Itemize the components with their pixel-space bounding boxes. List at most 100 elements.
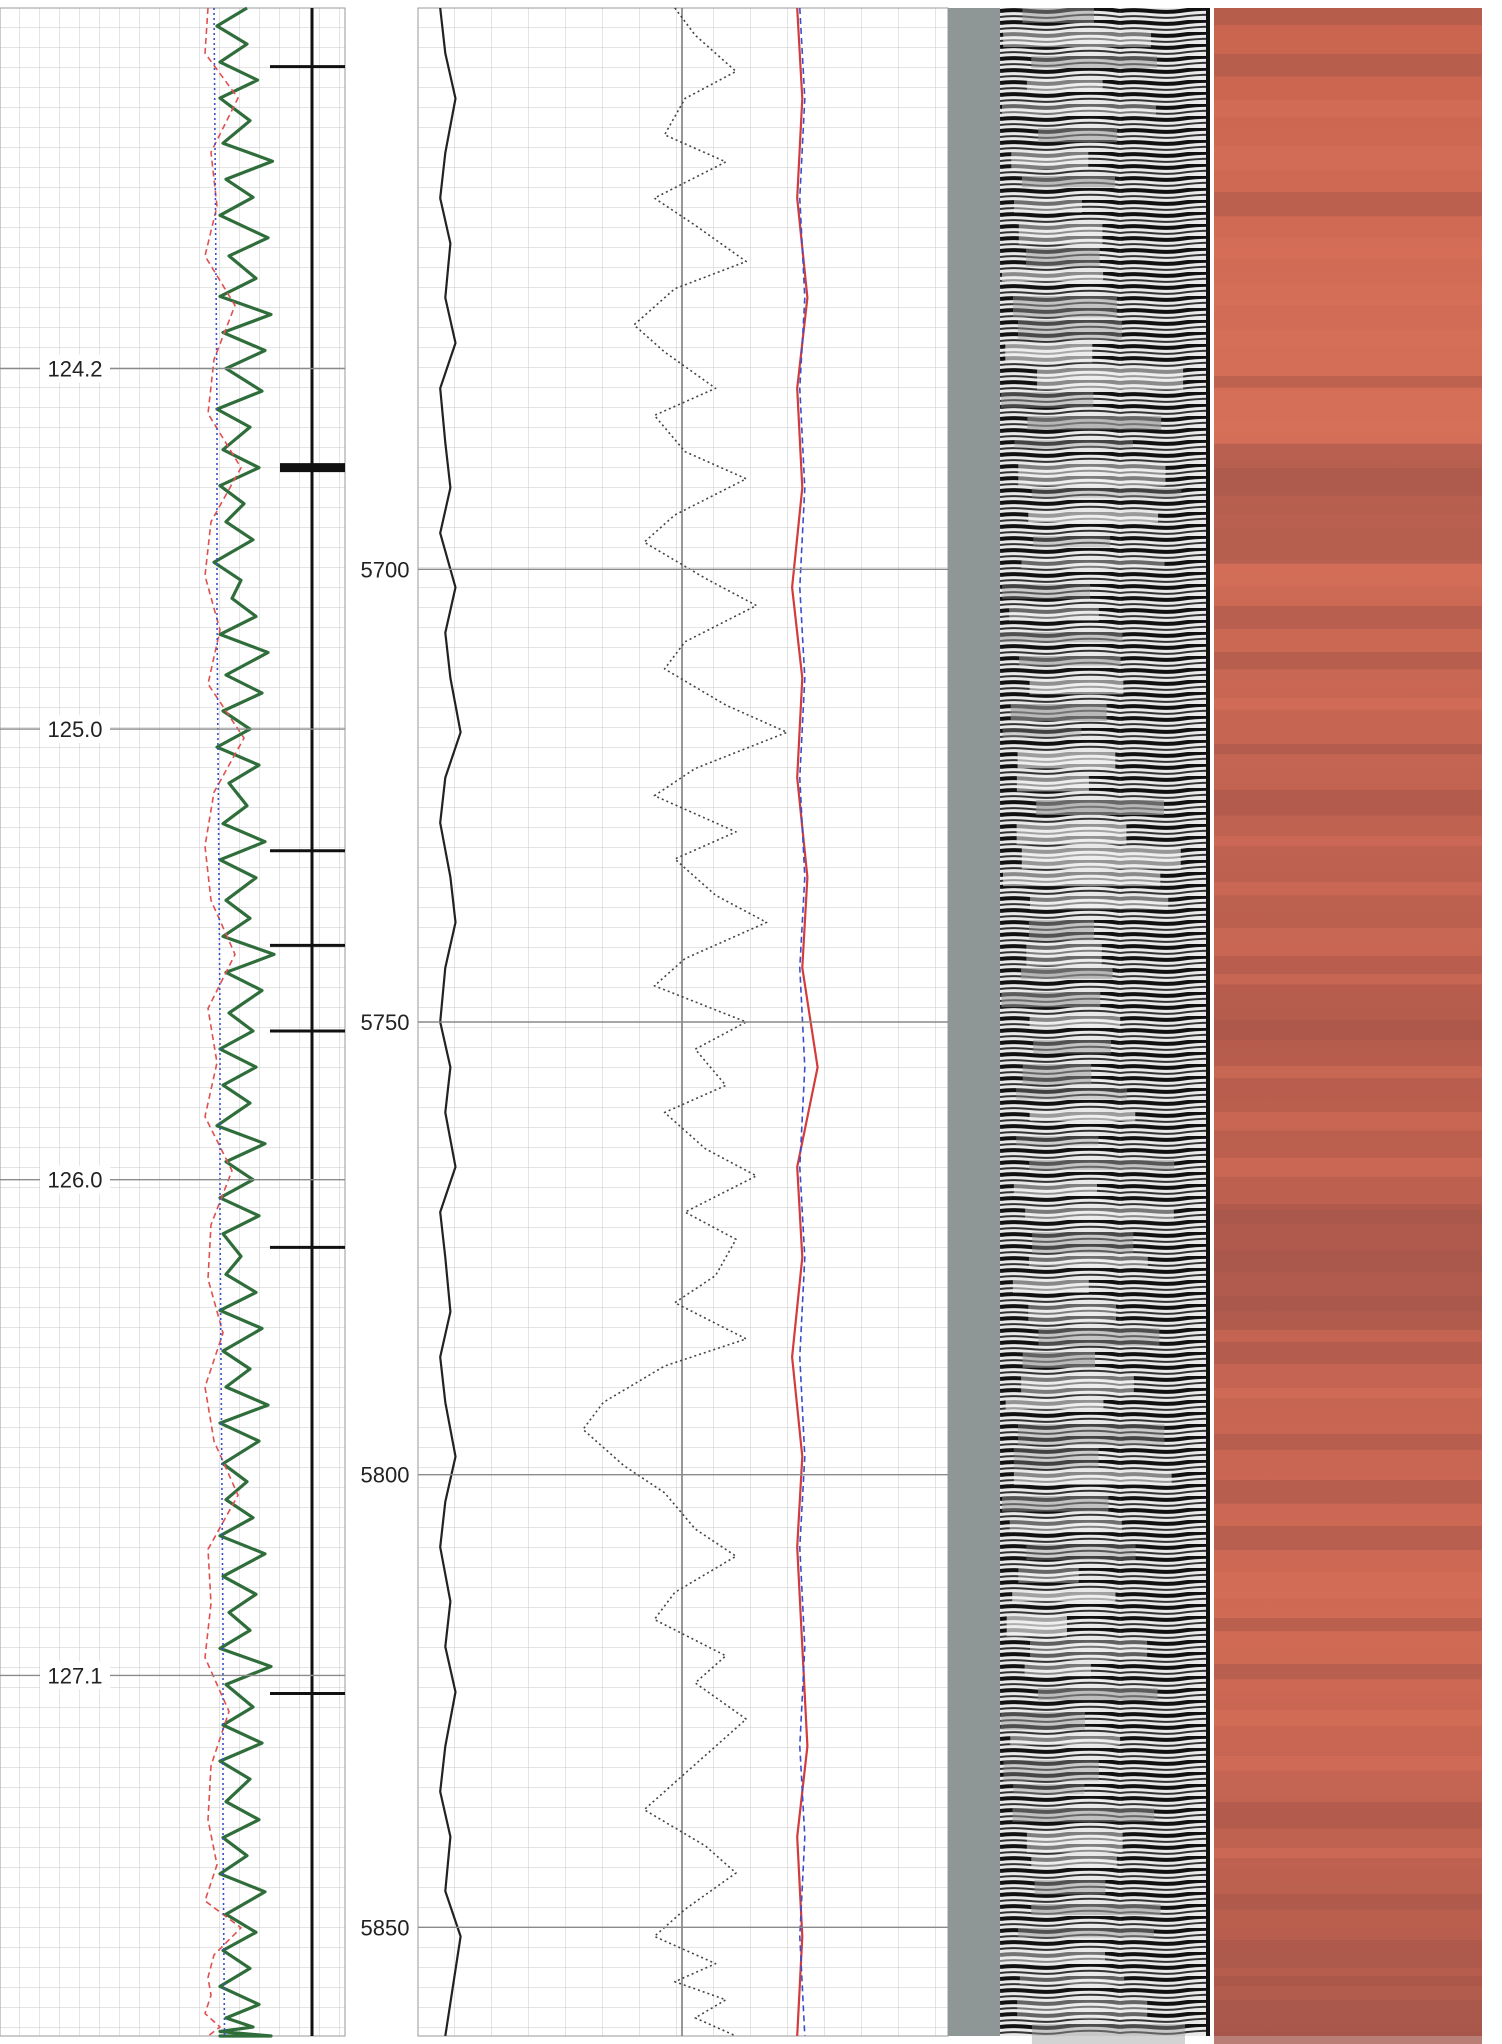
core-color-stripe xyxy=(1214,1572,1482,1599)
depth-track-tick-label-bg xyxy=(356,555,414,584)
time-track-frame xyxy=(0,7,346,2037)
acoustic-texture-patch xyxy=(1014,440,1133,449)
acoustic-texture-patch xyxy=(1016,1088,1128,1100)
acoustic-texture-patch xyxy=(1037,1688,1158,1701)
acoustic-texture-patch xyxy=(1016,1136,1099,1146)
acoustic-texture-patch xyxy=(1021,1376,1134,1395)
acoustic-texture-patch xyxy=(1010,704,1107,721)
acoustic-texture-patch xyxy=(1022,1064,1092,1085)
acoustic-texture-patch xyxy=(1018,464,1166,486)
acoustic-texture-patch xyxy=(1028,512,1159,523)
core-color-bands xyxy=(1214,8,1482,2044)
acoustic-texture-patch xyxy=(1002,584,1091,599)
acoustic-texture-patch xyxy=(1006,1616,1067,1637)
acoustic-texture-patch xyxy=(1011,152,1089,170)
core-color-stripe xyxy=(1214,1802,1482,1829)
acoustic-texture-patch xyxy=(1029,680,1124,695)
acoustic-texture-patch xyxy=(1010,1736,1120,1745)
core-color-stripe xyxy=(1214,1112,1482,1131)
depth-track-tick-label: 5700 xyxy=(361,557,410,582)
acoustic-texture-patch xyxy=(1000,392,1094,408)
acoustic-texture-patch xyxy=(1038,128,1118,143)
core-color-stripe xyxy=(1214,100,1482,118)
depth-track-tick-label: 5750 xyxy=(361,1010,410,1035)
acoustic-texture-patch xyxy=(1012,1808,1155,1822)
acoustic-texture-patch xyxy=(1019,656,1121,666)
time-track-series-2 xyxy=(213,7,226,2037)
acoustic-texture-patch xyxy=(1030,896,1169,910)
time-track-tick-label-bg xyxy=(40,354,110,383)
acoustic-texture-patch xyxy=(1031,2024,1186,2044)
acoustic-texture-patch xyxy=(1009,1520,1122,1533)
acoustic-texture-patch xyxy=(1014,200,1082,213)
acoustic-texture-patch xyxy=(1037,368,1184,390)
core-color-stripe xyxy=(1214,1756,1482,1771)
time-track-tick-label-bg xyxy=(40,1165,110,1194)
core-color-stripe xyxy=(1214,1664,1482,1680)
depth-track-series-3 xyxy=(798,7,806,2037)
core-color-stripe xyxy=(1214,560,1482,588)
acoustic-texture-patch xyxy=(1031,1856,1117,1868)
acoustic-texture-patch xyxy=(1025,1208,1174,1220)
acoustic-texture-patch xyxy=(1026,1544,1136,1561)
acoustic-texture-patch xyxy=(1013,1784,1085,1795)
acoustic-texture-patch xyxy=(1018,224,1103,245)
core-color-stripe xyxy=(1214,974,1482,985)
core-color-stripe xyxy=(1214,652,1482,670)
acoustic-texture-patch xyxy=(1018,320,1122,340)
acoustic-texture-patch xyxy=(1021,560,1165,569)
acoustic-texture-patch xyxy=(1033,1040,1112,1054)
acoustic-texture-patch xyxy=(1005,1400,1104,1410)
acoustic-texture-patch xyxy=(1000,632,1123,643)
acoustic-texture-patch xyxy=(1021,968,1113,979)
acoustic-texture-patch xyxy=(1013,1472,1172,1485)
acoustic-texture-patch xyxy=(1000,1952,1106,1964)
acoustic-texture-patch xyxy=(1022,8,1094,23)
acoustic-texture-patch xyxy=(1022,1352,1096,1368)
core-color-dark-band xyxy=(1214,443,1482,564)
core-color-stripe xyxy=(1214,1894,1482,1910)
depth-track-tick-label: 5850 xyxy=(361,1915,410,1940)
acoustic-texture-patch xyxy=(1028,1256,1148,1266)
core-color-stripe xyxy=(1214,192,1482,217)
core-color-stripe xyxy=(1214,54,1482,77)
acoustic-texture-patch xyxy=(1002,1496,1109,1512)
acoustic-texture-patch xyxy=(1013,1184,1097,1196)
acoustic-texture-patch xyxy=(1027,416,1162,430)
core-color-stripe xyxy=(1214,376,1482,388)
core-color-stripe xyxy=(1214,744,1482,755)
depth-track-tick-label-bg xyxy=(356,1008,414,1036)
acoustic-texture-patch xyxy=(1009,608,1099,621)
core-color-stripe xyxy=(1214,8,1482,25)
depth-track-series-0 xyxy=(439,7,462,2037)
acoustic-texture-patch xyxy=(1030,1640,1148,1660)
acoustic-texture-patch xyxy=(1013,1448,1099,1469)
track-core-color xyxy=(1214,8,1482,2044)
acoustic-texture-patch xyxy=(1016,776,1089,792)
track-time: 124.2 125.0 126.0 127.1 xyxy=(0,6,346,2038)
core-color-stripe xyxy=(1214,1480,1482,1504)
acoustic-texture-patch xyxy=(1012,296,1117,318)
acoustic-texture-patch xyxy=(1002,104,1156,115)
time-track-ticks: 124.2 125.0 126.0 127.1 xyxy=(0,354,345,1690)
core-color-stripe xyxy=(1214,1618,1482,1632)
time-track-tick-label: 126.0 xyxy=(47,1168,102,1193)
acoustic-texture-patch xyxy=(1029,1112,1136,1121)
acoustic-texture-patch xyxy=(1003,32,1152,48)
acoustic-texture-patch xyxy=(1003,1760,1099,1782)
acoustic-texture-patch xyxy=(1021,848,1181,869)
acoustic-texture-patch xyxy=(1012,1592,1116,1602)
acoustic-texture-patch xyxy=(1001,992,1101,1008)
track-depth: 5700 5750 5800 5850 xyxy=(356,7,949,2037)
acoustic-texture-patch xyxy=(1028,1304,1116,1324)
acoustic-image-texture xyxy=(1000,8,1186,2044)
core-color-stripe xyxy=(1214,1710,1482,1727)
core-color-stripe xyxy=(1214,284,1482,306)
acoustic-texture-patch xyxy=(1000,1712,1086,1730)
core-color-stripe xyxy=(1214,1434,1482,1450)
core-color-stripe xyxy=(1214,1342,1482,1364)
acoustic-texture-patch xyxy=(1002,728,1082,738)
time-track-tick-label: 124.2 xyxy=(47,357,102,382)
acoustic-image-base xyxy=(948,8,1000,2036)
time-track-background xyxy=(0,8,345,2036)
